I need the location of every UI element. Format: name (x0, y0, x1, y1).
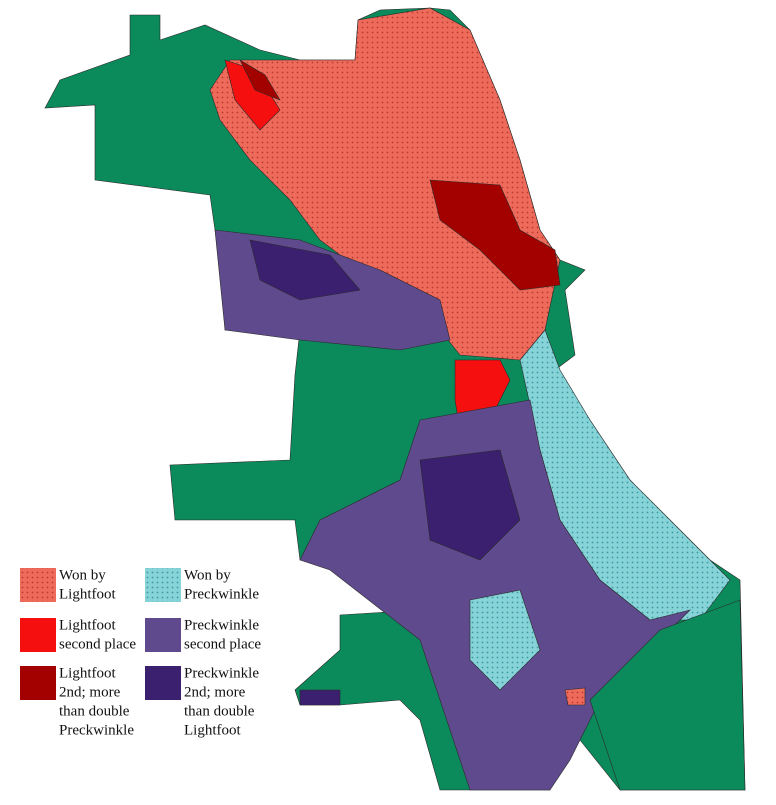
legend-swatch (20, 618, 56, 652)
legend-label: Won by (59, 567, 106, 583)
legend-label: Won by (184, 567, 231, 583)
legend-label: second place (59, 636, 136, 652)
preckwinkle-double-sw (299, 689, 341, 706)
legend-label: Lightfoot (59, 586, 116, 602)
legend: Won by Lightfoot Won by Preckwinkle Lightfoo… (20, 567, 261, 738)
legend-label: Preckwinkle (184, 586, 259, 602)
lightfoot-won-south (564, 687, 586, 706)
legend-label: Lightfoot (59, 617, 116, 633)
legend-label: Preckwinkle (184, 617, 259, 633)
legend-swatch (20, 666, 56, 700)
preckwinkle-double-west (249, 239, 361, 301)
chicago-map (44, 7, 746, 791)
preckwinkle-won-south (469, 589, 541, 691)
legend-swatch (20, 568, 56, 602)
legend-label: than double (59, 703, 130, 719)
legend-label: second place (184, 636, 261, 652)
legend-label: Lightfoot (184, 722, 241, 738)
legend-label: 2nd; more (59, 684, 121, 700)
legend-label: Lightfoot (59, 665, 116, 681)
legend-label: than double (184, 703, 255, 719)
lightfoot-double-nw (239, 59, 281, 101)
legend-swatch (145, 568, 181, 602)
preckwinkle-double-south (419, 449, 521, 561)
lightfoot-double-lakeview (429, 179, 561, 291)
legend-swatch (145, 618, 181, 652)
legend-label: 2nd; more (184, 684, 246, 700)
green-southeast (589, 599, 746, 791)
legend-swatch (145, 666, 181, 700)
legend-label: Preckwinkle (184, 665, 259, 681)
legend-label: Preckwinkle (59, 722, 134, 738)
